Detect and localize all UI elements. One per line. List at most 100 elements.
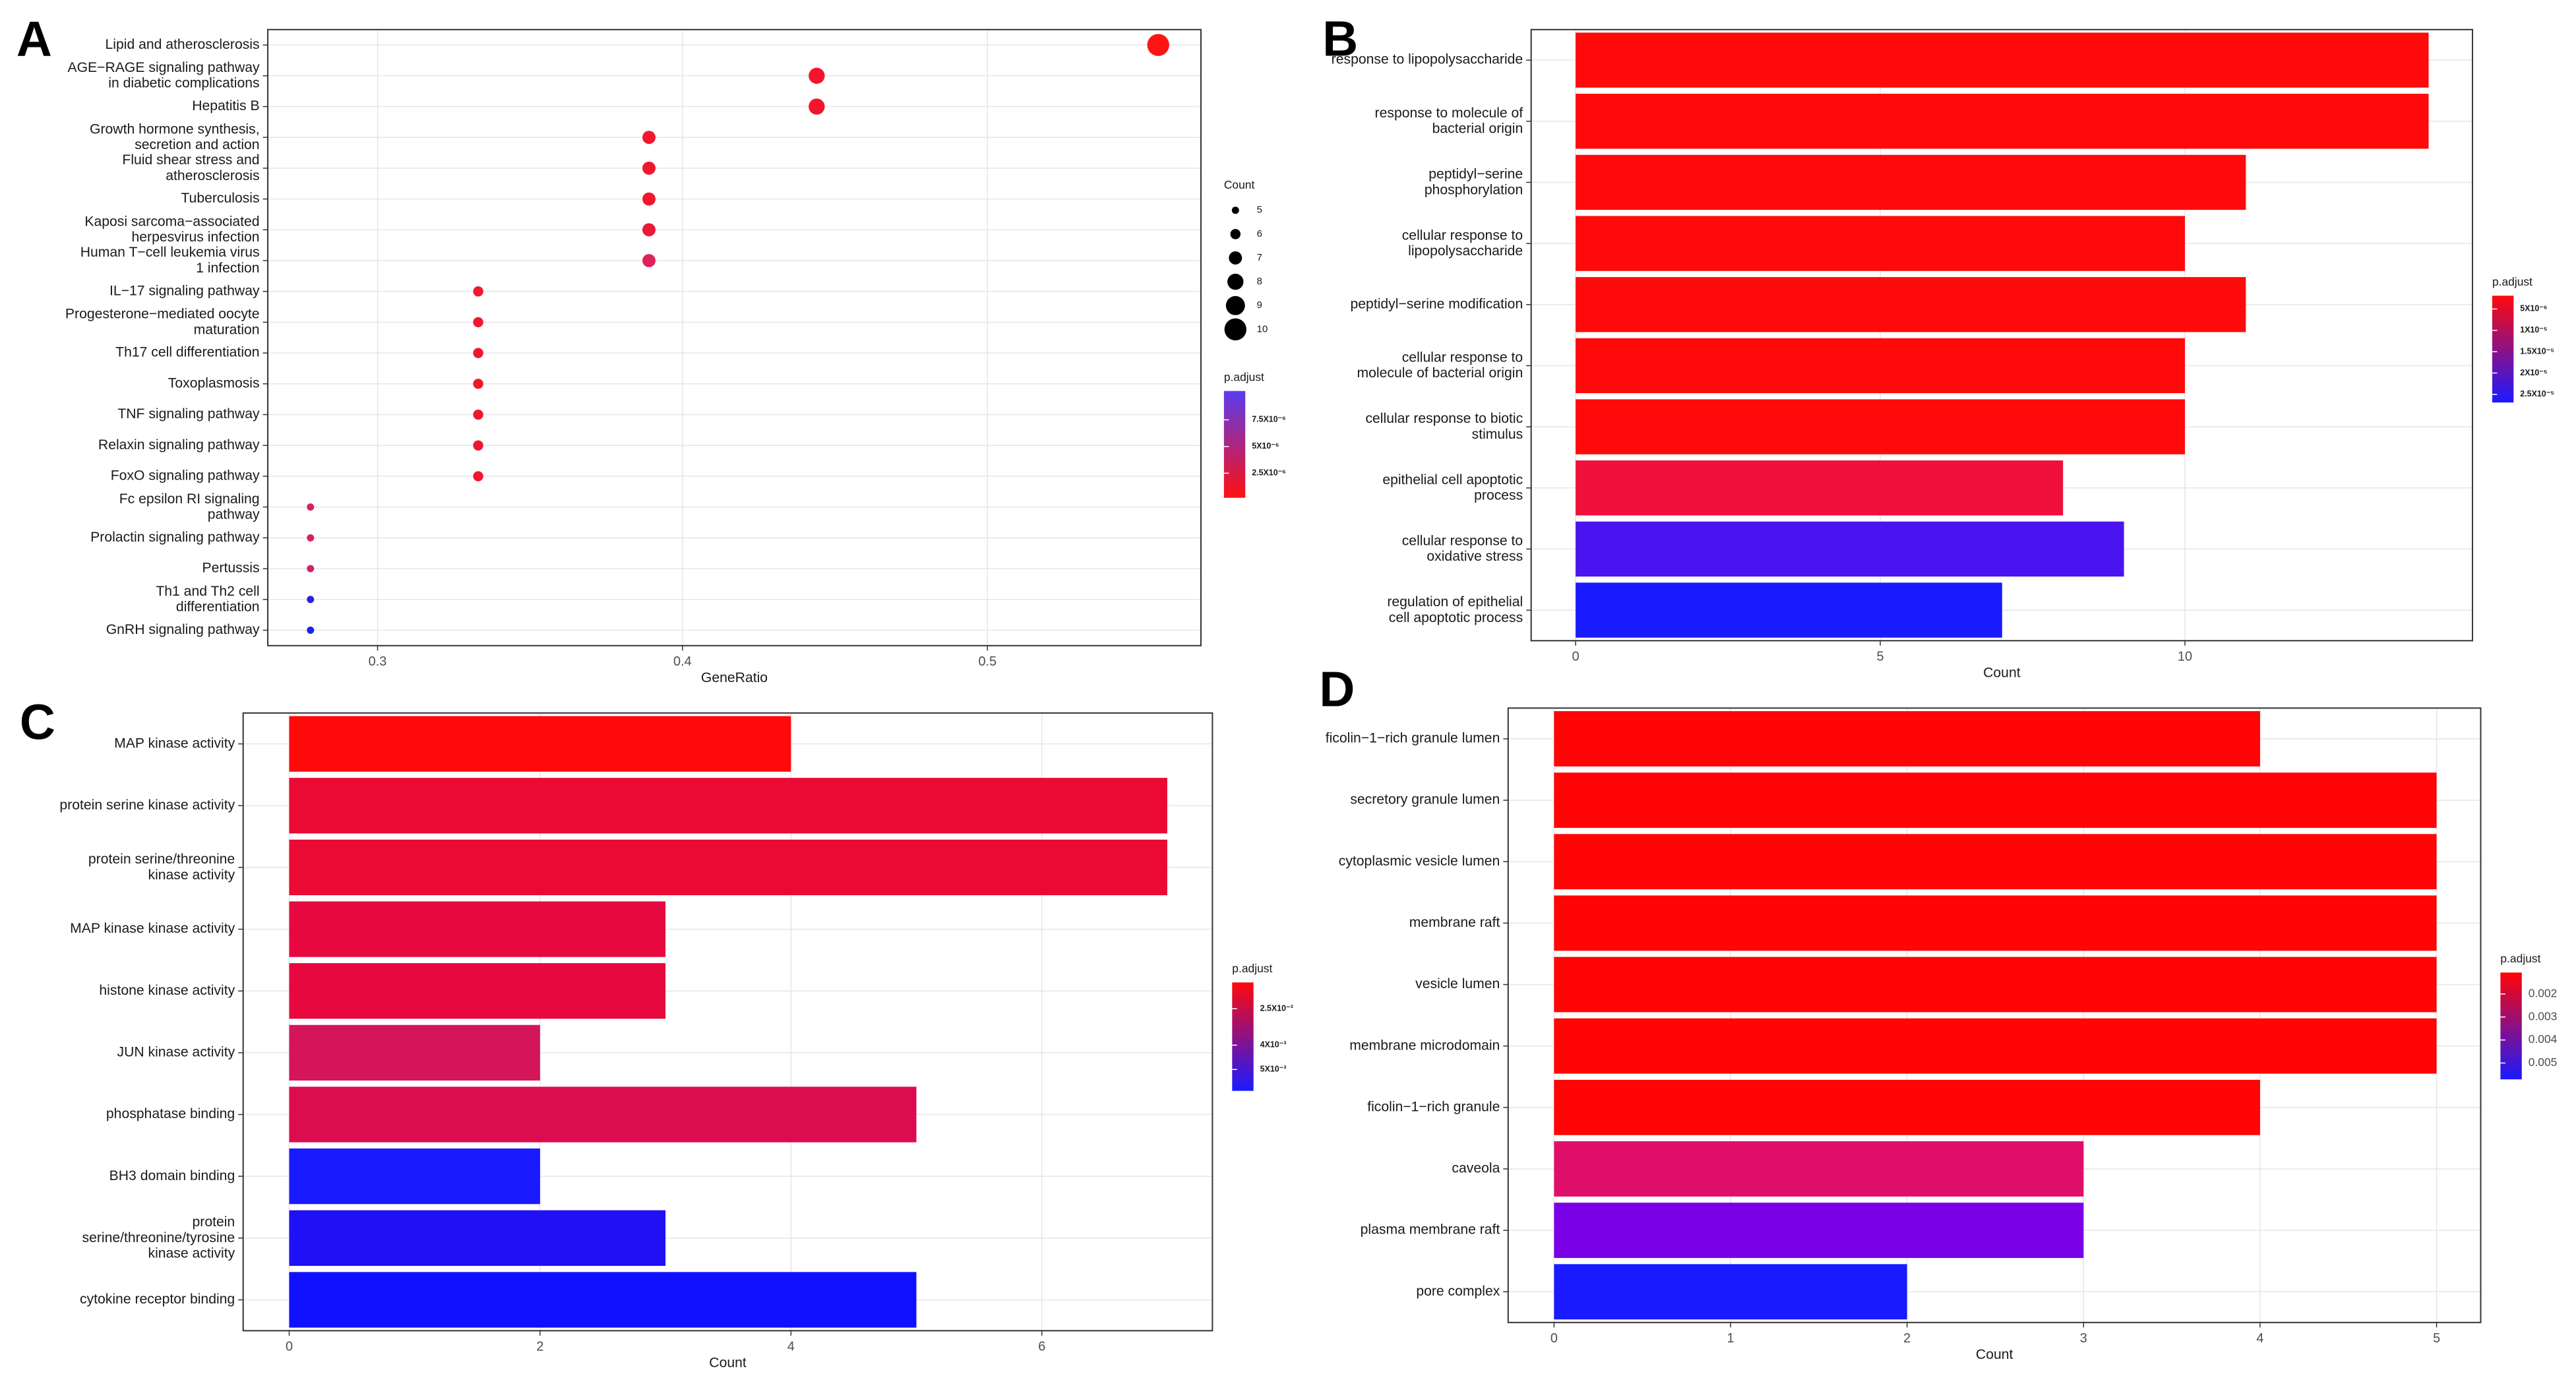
colorbar-label: 2.5X10⁻³ xyxy=(1260,1003,1293,1013)
y-tick-label: Fc epsilon RI signaling pathway xyxy=(119,491,260,522)
bar xyxy=(289,839,1167,896)
y-tick-label: Lipid and atherosclerosis xyxy=(106,37,260,52)
x-axis-title: Count xyxy=(709,1356,747,1371)
colorbar-label: 0.002 xyxy=(2529,986,2558,999)
bar xyxy=(1554,1203,2084,1259)
dot xyxy=(642,254,656,268)
y-tick-label: peptidyl−serine modification xyxy=(1351,296,1523,311)
y-tick-label: response to molecule of bacterial origin xyxy=(1375,106,1523,137)
dot xyxy=(473,348,483,358)
y-tick-label: regulation of epithelial cell apoptotic p… xyxy=(1387,594,1523,625)
y-tick-label: membrane raft xyxy=(1409,915,1500,930)
dot xyxy=(307,596,315,604)
y-tick-label: ficolin−1−rich granule xyxy=(1367,1099,1500,1114)
dot xyxy=(473,286,483,297)
legend-label: 10 xyxy=(1257,323,1268,334)
y-tick-label: JUN kinase activity xyxy=(117,1044,235,1059)
x-tick-label: 6 xyxy=(1038,1339,1045,1354)
x-tick-label: 2 xyxy=(536,1339,543,1354)
bar xyxy=(289,1272,917,1328)
y-tick-label: membrane microdomain xyxy=(1349,1038,1500,1053)
y-tick-label: MAP kinase activity xyxy=(114,736,235,751)
x-tick-label: 0 xyxy=(286,1339,293,1354)
dot xyxy=(1147,34,1169,56)
panel-label: A xyxy=(16,11,52,66)
bar xyxy=(289,1148,540,1205)
y-tick-label: vesicle lumen xyxy=(1415,976,1500,991)
dot xyxy=(473,317,483,328)
x-tick-label: 4 xyxy=(787,1339,795,1354)
dot xyxy=(642,223,656,237)
x-tick-label: 0.3 xyxy=(369,654,387,669)
dot xyxy=(307,626,315,634)
colorbar-label: 1X10⁻⁵ xyxy=(2520,325,2548,334)
bar xyxy=(1576,94,2429,149)
dot xyxy=(809,98,825,115)
y-tick-label: Th1 and Th2 cell differentiation xyxy=(156,583,259,614)
x-axis-title: Count xyxy=(1983,666,2021,681)
panel-border xyxy=(1507,707,2482,1323)
y-tick-label: Human T−cell leukemia virus 1 infection xyxy=(80,245,260,276)
x-tick-label: 2 xyxy=(1903,1331,1911,1346)
x-tick-label: 4 xyxy=(2256,1331,2263,1346)
legend-title: p.adjust xyxy=(2492,275,2532,288)
y-tick-label: TNF signaling pathway xyxy=(117,406,260,422)
colorbar-label: 2.5X10⁻⁵ xyxy=(2520,389,2554,398)
bar xyxy=(1554,1141,2084,1197)
colorbar-label: 0.004 xyxy=(2529,1032,2558,1046)
x-tick-label: 0.5 xyxy=(978,654,997,669)
panel-border xyxy=(267,28,1202,646)
panel-label: B xyxy=(1322,11,1358,66)
bar xyxy=(1576,277,2246,332)
y-tick-label: cellular response to molecule of bacteria… xyxy=(1357,350,1523,381)
x-tick-label: 5 xyxy=(2433,1331,2440,1346)
y-tick-label: caveola xyxy=(1452,1161,1500,1176)
colorbar-label: 5X10⁻⁶ xyxy=(1252,441,1279,451)
legend-dot xyxy=(1229,251,1242,265)
y-tick-label: protein serine/threonine kinase activity xyxy=(88,852,235,883)
bar xyxy=(1576,154,2246,210)
y-tick-label: Relaxin signaling pathway xyxy=(98,437,260,453)
colorbar-label: 0.003 xyxy=(2529,1009,2558,1022)
dot xyxy=(473,471,483,482)
x-tick-label: 10 xyxy=(2178,649,2192,664)
dot xyxy=(307,534,315,542)
legend-dot xyxy=(1231,206,1239,214)
y-tick-label: GnRH signaling pathway xyxy=(106,622,260,637)
colorbar-label: 2X10⁻⁵ xyxy=(2520,368,2548,377)
bar xyxy=(1554,895,2437,951)
y-tick-label: Growth hormone synthesis, secretion and a… xyxy=(90,121,260,152)
colorbar xyxy=(1232,982,1254,1091)
panel-border xyxy=(242,712,1213,1332)
x-tick-label: 0 xyxy=(1550,1331,1558,1346)
bar xyxy=(289,716,791,772)
y-tick-label: epithelial cell apoptotic process xyxy=(1382,472,1523,503)
legend-title: p.adjust xyxy=(1224,370,1264,383)
colorbar xyxy=(2500,972,2522,1080)
y-tick-label: protein serine/threonine/tyrosine kinase a… xyxy=(82,1214,235,1261)
colorbar-label: 4X10⁻³ xyxy=(1260,1040,1287,1050)
dot xyxy=(473,409,483,420)
y-tick-label: peptidyl−serine phosphorylation xyxy=(1425,166,1523,197)
bar xyxy=(1576,338,2185,394)
y-tick-label: pore complex xyxy=(1416,1284,1500,1299)
bar xyxy=(1554,711,2260,767)
legend-label: 5 xyxy=(1257,204,1262,216)
bar xyxy=(1576,216,2185,271)
bar xyxy=(1554,834,2437,890)
y-tick-label: IL−17 signaling pathway xyxy=(109,283,260,298)
colorbar-label: 1.5X10⁻⁵ xyxy=(2520,346,2554,356)
y-tick-label: Progesterone−mediated oocyte maturation xyxy=(65,306,260,337)
y-tick-label: protein serine kinase activity xyxy=(59,798,235,813)
y-tick-label: cytokine receptor binding xyxy=(80,1292,235,1307)
bar xyxy=(1576,521,2124,577)
bar xyxy=(1554,1079,2260,1135)
y-tick-label: cytoplasmic vesicle lumen xyxy=(1339,854,1500,869)
y-tick-label: Kaposi sarcoma−associated herpesvirus inf… xyxy=(84,214,259,245)
x-tick-label: 3 xyxy=(2080,1331,2087,1346)
y-tick-label: histone kinase activity xyxy=(99,983,235,998)
y-tick-label: cellular response to lipopolysaccharide xyxy=(1402,228,1523,259)
bar xyxy=(1554,957,2437,1013)
legend-dot xyxy=(1230,229,1241,239)
